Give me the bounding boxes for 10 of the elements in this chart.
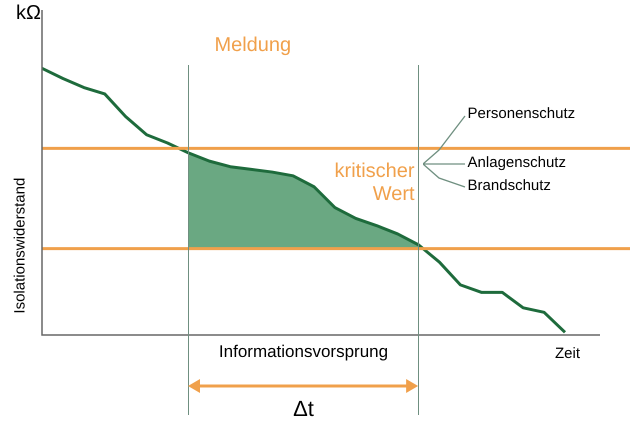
annotation: Personenschutz: [468, 105, 576, 122]
text: Informationsvorsprung: [218, 342, 388, 362]
x-axis-title: Zeit: [555, 345, 580, 362]
annotation: Brandschutz: [468, 177, 551, 194]
text: Meldung: [214, 34, 292, 57]
text: kΩ: [16, 2, 41, 25]
annotation: kritischer Wert: [334, 160, 415, 206]
annotation: Anlagenschutz: [468, 154, 566, 172]
text: Δt: [293, 396, 314, 422]
y-axis-title: Isolationswiderstand: [11, 177, 29, 314]
